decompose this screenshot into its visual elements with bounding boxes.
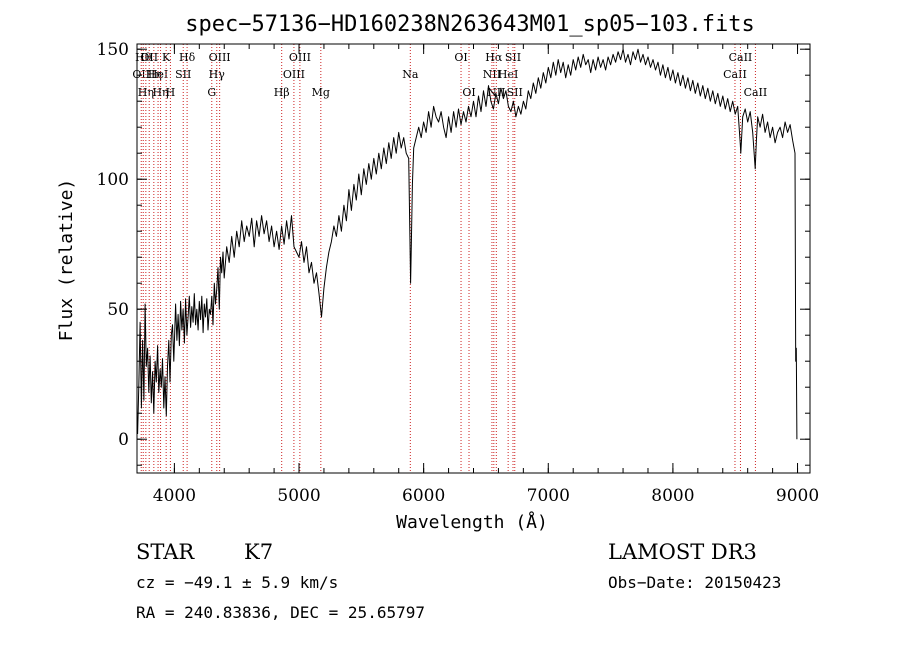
spectral-line-label-28: CaII bbox=[729, 51, 753, 64]
coordinates: RA = 240.83836, DEC = 25.65797 bbox=[136, 603, 425, 622]
object-subclass: K7 bbox=[244, 540, 274, 564]
y-tick-label-1: 50 bbox=[107, 300, 129, 320]
x-tick-label-0: 4000 bbox=[153, 486, 196, 506]
spectral-line-label-22: Hα bbox=[485, 51, 503, 64]
spectral-line-label-5: HeI bbox=[148, 68, 168, 81]
spectral-line-label-3: OII bbox=[140, 51, 158, 64]
object-class: STAR bbox=[136, 540, 195, 564]
spectral-line-label-27: CaII bbox=[723, 68, 747, 81]
y-tick-label-0: 0 bbox=[118, 430, 129, 450]
spectral-line-label-29: CaII bbox=[744, 86, 768, 99]
spectral-line-label-14: Hβ bbox=[274, 86, 290, 99]
spectral-line-label-16: OIII bbox=[289, 51, 311, 64]
y-axis: 0 50 100 150 bbox=[97, 40, 810, 466]
plot-frame bbox=[136, 43, 811, 474]
spectral-line-label-20: OI bbox=[462, 86, 475, 99]
spectral-line-label-10: Hδ bbox=[179, 51, 196, 64]
spectral-line-label-6: Hη bbox=[152, 86, 168, 99]
spectral-line-label-13: OIII bbox=[209, 51, 231, 64]
spectral-line-label-18: Na bbox=[402, 68, 419, 81]
y-axis-label: Flux (relative) bbox=[56, 179, 77, 342]
spectral-line-label-8: H bbox=[166, 86, 176, 99]
x-tick-label-1: 5000 bbox=[277, 486, 320, 506]
x-tick-label-5: 9000 bbox=[776, 486, 819, 506]
spectrum-series bbox=[137, 48, 798, 440]
spectral-line-label-2: Hη bbox=[138, 86, 154, 99]
spectral-line-label-1: Hθ bbox=[135, 51, 152, 64]
observation-date: Obs−Date: 20150423 bbox=[608, 573, 782, 592]
spectral-line-label-12: Hγ bbox=[209, 68, 226, 81]
spectral-line-label-15: OIII bbox=[283, 68, 305, 81]
y-tick-label-3: 150 bbox=[97, 40, 129, 60]
redshift-value: cz = −49.1 ± 5.9 km/s bbox=[136, 573, 339, 592]
x-axis-label: Wavelength (Å) bbox=[396, 511, 548, 533]
y-tick-label-2: 100 bbox=[97, 170, 129, 190]
spectral-line-label-9: SII bbox=[175, 68, 191, 81]
spectral-line-label-26: SII bbox=[507, 86, 523, 99]
chart-title: spec−57136−HD160238N263643M01_sp05−103.f… bbox=[185, 12, 755, 37]
spectral-line-label-19: OI bbox=[454, 51, 467, 64]
spectral-line-label-11: G bbox=[207, 86, 216, 99]
spectrum-line bbox=[137, 48, 798, 440]
spectral-line-markers: OIIHθHηOIIHηHeIHηKHSIIHδGHγOIIIHβOIIIOII… bbox=[132, 44, 767, 473]
x-tick-label-4: 8000 bbox=[651, 486, 694, 506]
x-tick-label-3: 7000 bbox=[527, 486, 570, 506]
spectral-line-label-7: K bbox=[162, 51, 171, 64]
x-axis: 4000 5000 6000 7000 8000 9000 bbox=[153, 44, 819, 506]
spectral-line-label-24: HeI bbox=[498, 68, 518, 81]
survey-name: LAMOST DR3 bbox=[608, 540, 757, 564]
spectral-line-label-17: Mg bbox=[312, 86, 330, 99]
x-tick-label-2: 6000 bbox=[402, 486, 445, 506]
spectral-line-label-25: SII bbox=[505, 51, 521, 64]
